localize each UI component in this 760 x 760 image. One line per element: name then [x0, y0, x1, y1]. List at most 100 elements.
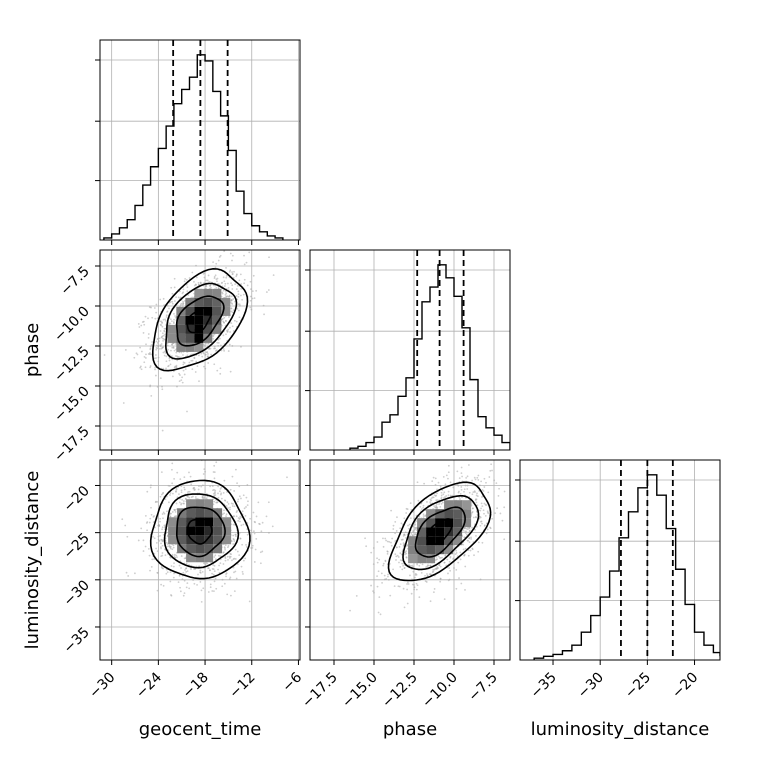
scatter-point — [163, 512, 166, 515]
scatter-point — [364, 537, 366, 540]
scatter-point — [156, 342, 159, 344]
scatter-point — [235, 288, 238, 290]
scatter-point — [205, 285, 208, 288]
scatter-point — [217, 259, 220, 262]
scatter-point — [372, 547, 375, 549]
scatter-point — [173, 318, 175, 321]
scatter-point — [209, 347, 212, 350]
scatter-point — [234, 283, 237, 286]
scatter-point — [150, 344, 153, 346]
scatter-point — [215, 461, 218, 464]
scatter-point — [212, 564, 215, 566]
scatter-point — [394, 532, 397, 535]
scatter-point — [231, 325, 234, 328]
scatter-point — [464, 530, 466, 533]
scatter-point — [201, 496, 204, 498]
scatter-point — [384, 537, 387, 540]
scatter-point — [439, 580, 442, 583]
scatter-point — [198, 354, 200, 357]
scatter-point — [245, 545, 248, 548]
scatter-point — [355, 595, 358, 597]
scatter-point — [195, 276, 198, 279]
scatter-point — [173, 562, 175, 565]
scatter-point — [224, 556, 227, 558]
scatter-point — [149, 351, 151, 354]
scatter-point — [403, 517, 406, 520]
scatter-point — [479, 509, 482, 512]
scatter-point — [150, 306, 152, 309]
scatter-point — [442, 493, 445, 496]
scatter-point — [192, 487, 195, 490]
scatter-point — [172, 576, 175, 579]
scatter-point — [232, 329, 235, 332]
scatter-point — [161, 325, 164, 328]
scatter-point — [178, 380, 181, 383]
scatter-point — [190, 483, 193, 486]
scatter-point — [435, 504, 437, 507]
density-bin — [212, 324, 222, 334]
scatter-point — [167, 364, 170, 367]
scatter-point — [237, 225, 239, 227]
scatter-point — [225, 266, 227, 269]
scatter-point — [418, 515, 421, 518]
scatter-point — [176, 385, 178, 388]
contour-level-3 — [152, 267, 249, 372]
scatter-point — [153, 515, 156, 517]
scatter-point — [240, 524, 243, 527]
scatter-point — [483, 477, 486, 480]
scatter-point — [240, 283, 243, 285]
scatter-point — [202, 351, 204, 354]
scatter-point — [399, 543, 402, 545]
y-tick-label-luminosity_distance: −20 — [61, 483, 93, 515]
scatter-point — [162, 517, 164, 520]
scatter-point — [155, 311, 158, 314]
scatter-point — [485, 481, 487, 484]
scatter-point — [440, 491, 443, 494]
histogram-panel-phase — [310, 250, 510, 450]
scatter-point — [250, 308, 253, 311]
scatter-point — [159, 298, 162, 301]
scatter-point — [229, 506, 231, 509]
scatter-point — [465, 530, 468, 533]
scatter-point — [468, 491, 471, 494]
scatter-point — [223, 316, 226, 319]
scatter-point — [203, 344, 206, 347]
scatter-point — [213, 564, 216, 567]
scatter-point — [224, 544, 227, 547]
scatter-point — [161, 544, 164, 547]
scatter-point — [395, 559, 397, 561]
scatter-point — [163, 354, 166, 357]
density-bin — [167, 333, 177, 343]
scatter-point — [193, 280, 195, 283]
scatter-point — [405, 556, 408, 559]
scatter-point — [179, 478, 182, 480]
scatter-point — [229, 326, 231, 329]
scatter-point — [170, 594, 172, 596]
scatter-point — [167, 348, 169, 351]
scatter-point — [149, 569, 151, 572]
scatter-point — [242, 559, 245, 562]
scatter-point — [126, 535, 129, 538]
scatter-point — [245, 506, 247, 508]
scatter-point — [161, 552, 164, 554]
scatter-point — [498, 487, 500, 490]
scatter-point — [173, 477, 176, 480]
scatter-point — [416, 481, 419, 484]
scatter-point — [376, 561, 379, 564]
density-bin — [194, 306, 204, 316]
scatter-point — [230, 299, 233, 302]
scatter-point — [185, 562, 188, 565]
scatter-point — [230, 282, 232, 285]
scatter-point — [241, 570, 244, 573]
scatter-point — [232, 523, 235, 526]
scatter-point — [211, 590, 214, 592]
scatter-point — [453, 567, 455, 569]
histogram-step-phase — [349, 264, 510, 450]
x-tick-label-phase: −15.0 — [339, 670, 381, 712]
scatter-point — [205, 279, 208, 282]
scatter-point — [406, 588, 409, 591]
scatter-point — [151, 316, 154, 319]
scatter-point — [224, 559, 227, 562]
scatter-point — [124, 349, 127, 351]
scatter-point — [144, 357, 147, 359]
